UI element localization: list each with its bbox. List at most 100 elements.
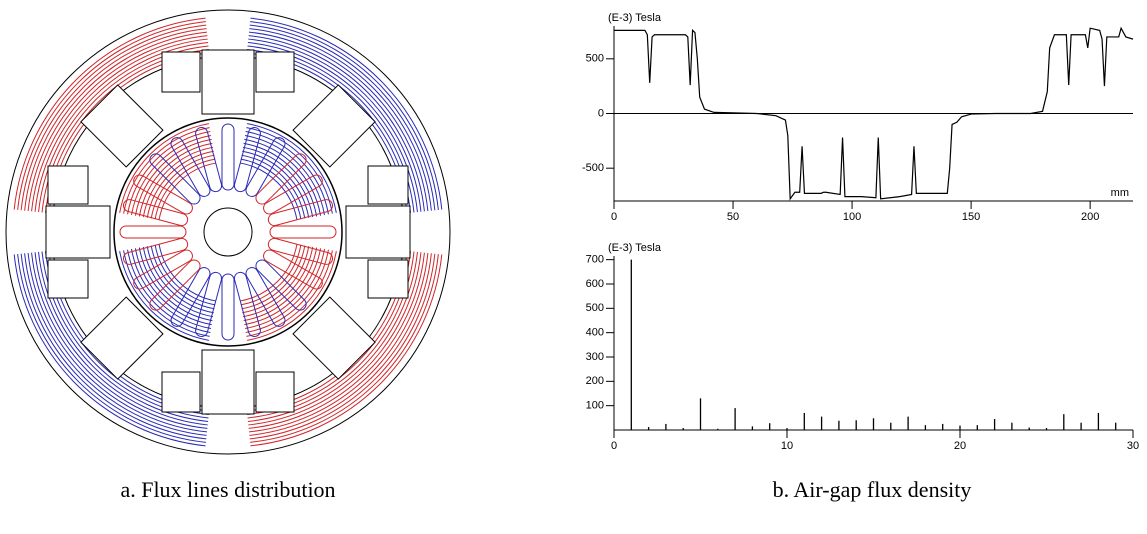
slot	[263, 249, 323, 290]
slot	[122, 237, 189, 265]
flux-line	[150, 154, 215, 219]
slot	[195, 126, 223, 193]
y-tick-label: 600	[586, 278, 604, 290]
coil	[255, 51, 295, 93]
flux-line	[34, 252, 208, 426]
flux-line	[31, 252, 208, 429]
x-axis-label: mm	[1111, 187, 1129, 199]
y-tick-label: 500	[586, 53, 604, 65]
flux-line	[119, 123, 209, 213]
stator-pole	[80, 296, 164, 380]
y-tick-label: 500	[586, 302, 604, 314]
flux-line	[34, 38, 208, 212]
flux-line	[123, 127, 210, 214]
slot	[170, 137, 211, 197]
rotor-slot	[267, 199, 334, 227]
slot	[255, 153, 307, 205]
y-tick-label: 400	[586, 327, 604, 339]
flux-line	[240, 244, 302, 306]
flux-line	[250, 17, 443, 210]
flux-line	[142, 246, 214, 318]
flux-line	[243, 247, 318, 322]
slot	[221, 123, 235, 191]
flux-line	[154, 158, 216, 220]
stator-outline	[5, 9, 451, 455]
flux-line	[17, 21, 206, 210]
flux-line	[248, 252, 425, 429]
rotor-slot	[245, 137, 286, 197]
coil	[47, 259, 89, 299]
y-tick-label: 100	[586, 400, 604, 412]
x-tick-label: 20	[954, 440, 966, 452]
caption: a. Flux lines distribution	[120, 477, 335, 502]
flux-line	[38, 42, 209, 213]
stator-pole	[80, 84, 164, 168]
coil	[255, 371, 295, 413]
flux-line	[17, 254, 206, 443]
rotor-slot	[170, 267, 211, 327]
caption: b. Air-gap flux density	[773, 477, 972, 502]
x-tick-label: 0	[611, 440, 617, 452]
flux-line	[138, 142, 213, 217]
flux-line	[119, 251, 209, 341]
stator-pole	[345, 165, 411, 299]
y-tick-label: -500	[582, 162, 604, 174]
flux-diagram	[5, 9, 451, 455]
slot	[170, 267, 211, 327]
flux-line	[250, 254, 439, 443]
flux-line	[242, 146, 314, 218]
flux-line	[241, 245, 306, 310]
slot	[149, 259, 201, 311]
x-tick-label: 50	[727, 211, 739, 223]
shaft	[203, 207, 253, 257]
rotor-slot	[263, 174, 323, 215]
pole	[201, 49, 255, 115]
slot	[255, 259, 307, 311]
rotor-slot	[133, 249, 193, 290]
flux-line	[20, 253, 207, 440]
y-axis-label: (E-3) Tesla	[608, 12, 662, 24]
flux-line	[242, 246, 310, 314]
flux-line	[123, 250, 210, 337]
flux-line	[247, 251, 337, 341]
y-tick-label: 700	[586, 254, 604, 266]
flux-line	[249, 253, 436, 440]
x-tick-label: 150	[962, 211, 980, 223]
flux-line	[248, 31, 429, 212]
flux-line	[247, 251, 418, 422]
flux-line	[240, 158, 302, 220]
y-tick-label: 200	[586, 375, 604, 387]
flux-line	[158, 162, 216, 220]
rotor-slot	[245, 267, 286, 327]
flux-line	[248, 35, 425, 212]
flux-line	[13, 254, 206, 447]
flux-line	[240, 244, 298, 302]
rotor-slot	[233, 126, 261, 193]
rotor-slot	[269, 225, 337, 239]
rotor-slot	[195, 271, 223, 338]
flux-line	[138, 247, 213, 322]
flux-line	[250, 254, 443, 447]
stator-pole	[45, 165, 111, 299]
flux-line	[27, 252, 208, 433]
pole	[292, 84, 376, 168]
flux-line	[246, 127, 333, 214]
slot	[269, 225, 337, 239]
flux-line	[249, 24, 436, 211]
stator-pole	[292, 296, 376, 380]
pole	[292, 296, 376, 380]
stator-pole	[161, 49, 295, 115]
rotor-slot	[221, 123, 235, 191]
flux-line	[154, 244, 216, 306]
rotor-slot	[122, 199, 189, 227]
flux-line	[248, 252, 429, 433]
y-tick-label: 300	[586, 351, 604, 363]
stator-pole	[292, 84, 376, 168]
slot	[149, 153, 201, 205]
pole	[80, 84, 164, 168]
flux-line	[247, 123, 337, 213]
x-tick-label: 0	[611, 211, 617, 223]
flux-line	[38, 251, 209, 422]
x-tick-label: 10	[781, 440, 793, 452]
